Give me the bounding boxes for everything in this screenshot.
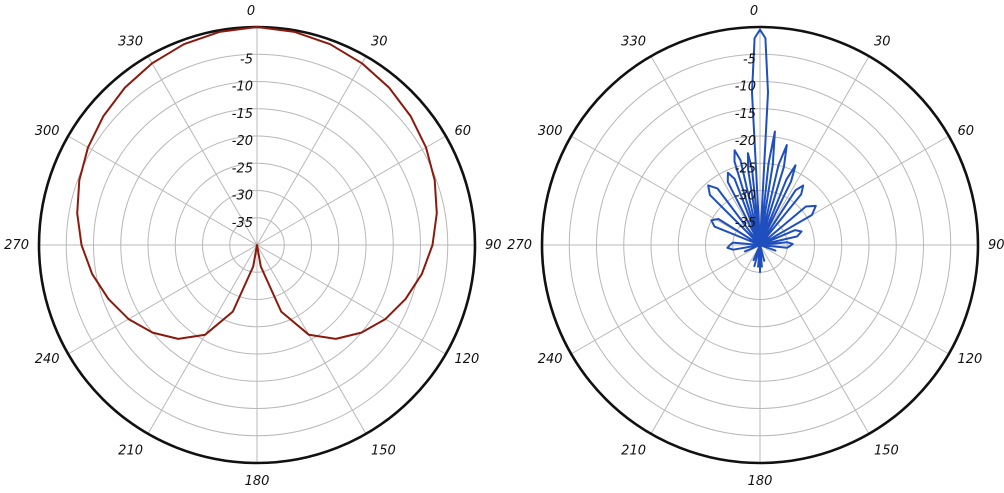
grid-spoke-5 <box>256 244 367 435</box>
radial-tick-label-2: -15 <box>735 107 756 122</box>
outer-ring <box>540 25 980 465</box>
angle-tick-label-6: 180 <box>748 474 773 489</box>
grid-spoke-1 <box>256 55 367 246</box>
grid-spoke-10 <box>67 135 258 246</box>
radial-tick-label-6: -35 <box>232 216 253 231</box>
angle-tick-label-11: 330 <box>621 35 646 50</box>
angle-tick-label-5: 150 <box>874 443 899 458</box>
grid-spoke-7 <box>147 244 258 435</box>
angle-tick-label-10: 300 <box>538 124 563 139</box>
grid-spoke-11 <box>147 55 258 246</box>
angle-tick-label-11: 330 <box>118 35 143 50</box>
radial-tick-label-3: -20 <box>735 134 756 149</box>
angle-tick-label-4: 120 <box>454 352 479 367</box>
radial-tick-label-3: -20 <box>232 134 253 149</box>
angle-tick-label-3: 90 <box>988 238 1004 253</box>
grid-spoke-8 <box>570 244 761 355</box>
angle-tick-label-4: 120 <box>957 352 982 367</box>
grid-spoke-5 <box>759 244 870 435</box>
polar-chart-right: -5 -10 -15 -20 -25 -30 -35 0 30 60 90 120 150 180 210 2… <box>507 4 1004 489</box>
radial-tick-label-5: -30 <box>735 189 756 204</box>
radial-tick-label-2: -15 <box>232 107 253 122</box>
angle-tick-label-7: 210 <box>621 443 646 458</box>
grid-spoke-7 <box>650 244 761 435</box>
radial-tick-label-1: -10 <box>735 80 756 95</box>
series-line-0 <box>76 26 438 340</box>
angle-tick-label-0: 0 <box>750 4 758 19</box>
radial-tick-label-4: -25 <box>232 161 253 176</box>
angle-tick-label-1: 30 <box>371 35 388 50</box>
grid-spoke-1 <box>759 55 870 246</box>
angle-tick-label-9: 270 <box>507 238 532 253</box>
angle-tick-label-2: 60 <box>957 124 974 139</box>
radial-tick-label-6: -35 <box>735 216 756 231</box>
angle-tick-label-3: 90 <box>485 238 502 253</box>
radial-tick-label-5: -30 <box>232 189 253 204</box>
angle-tick-label-8: 240 <box>35 352 60 367</box>
grid-spoke-11 <box>650 55 761 246</box>
angle-tick-label-2: 60 <box>454 124 471 139</box>
angle-tick-label-8: 240 <box>538 352 563 367</box>
radial-tick-label-0: -5 <box>743 52 756 67</box>
polar-chart-left: -5 -10 -15 -20 -25 -30 -35 0 30 60 90 120 150 180 210 2… <box>4 4 501 489</box>
grid-spoke-4 <box>256 244 447 355</box>
radial-tick-label-4: -25 <box>735 161 756 176</box>
angle-tick-label-10: 300 <box>35 124 60 139</box>
angle-tick-label-5: 150 <box>371 443 396 458</box>
angle-tick-label-7: 210 <box>118 443 143 458</box>
grid-spoke-2 <box>256 135 447 246</box>
angle-tick-label-9: 270 <box>4 238 29 253</box>
grid-spoke-4 <box>759 244 950 355</box>
radial-tick-label-0: -5 <box>240 52 253 67</box>
grid-spoke-8 <box>67 244 258 355</box>
radial-tick-label-1: -10 <box>232 80 253 95</box>
grid-spoke-10 <box>570 135 761 246</box>
series-line-0 <box>707 28 817 274</box>
angle-tick-label-1: 30 <box>874 35 891 50</box>
angle-tick-label-6: 180 <box>245 474 270 489</box>
angle-tick-label-0: 0 <box>247 4 255 19</box>
